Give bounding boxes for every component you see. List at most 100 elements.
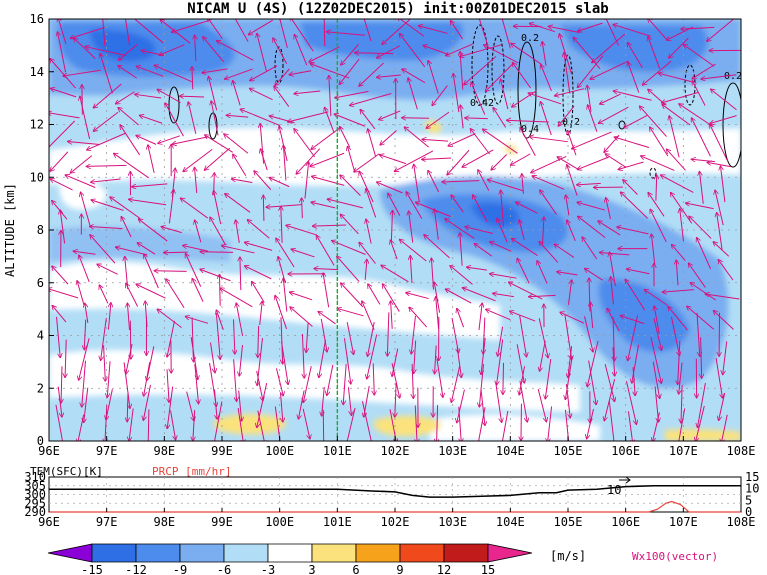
main-x-tick-label-6: 102E <box>381 444 410 458</box>
wind-vector-296 <box>381 265 409 283</box>
wind-vector-479 <box>598 106 629 123</box>
surf-x-tick-label-2: 98E <box>153 515 175 529</box>
wind-vector-446 <box>567 220 576 242</box>
wind-vector-244 <box>327 364 334 396</box>
wind-vector-125 <box>185 253 202 287</box>
wind-vector-56 <box>105 404 107 441</box>
wind-vector-274 <box>366 189 377 218</box>
wind-vector-170 <box>237 407 243 441</box>
wind-vector-420 <box>541 64 552 92</box>
main-x-tick-label-5: 101E <box>323 444 352 458</box>
wind-vector-141 <box>214 191 222 225</box>
wind-vector-370 <box>465 227 493 235</box>
wind-vector-329 <box>422 158 452 159</box>
wind-vector-463 <box>577 183 601 184</box>
wind-vector-144 <box>200 269 231 282</box>
wind-vector-537 <box>669 116 680 158</box>
wind-vector-270 <box>360 109 376 130</box>
wind-vector-239 <box>314 269 339 270</box>
wind-vector-11 <box>52 266 69 285</box>
wind-vector-333 <box>424 235 450 259</box>
wind-vector-403 <box>506 120 549 122</box>
wind-vector-217 <box>302 198 303 219</box>
wind-vector-118 <box>188 102 197 134</box>
wind-vector-290 <box>380 130 397 146</box>
wind-vector-357 <box>456 346 461 378</box>
wind-vector-414 <box>516 344 524 383</box>
wind-vector-387 <box>487 180 524 192</box>
wind-vector-552 <box>683 44 715 67</box>
wind-vector-115 <box>195 35 196 62</box>
wind-vector-514 <box>648 36 661 70</box>
colorbar-swatch-1 <box>91 543 137 563</box>
wind-vector-570 <box>707 19 734 42</box>
wind-vector-478 <box>600 93 621 104</box>
wind-vector-251 <box>334 114 366 127</box>
wind-vector-304 <box>397 19 425 37</box>
wind-vector-195 <box>279 126 288 162</box>
wind-vector-74 <box>127 392 128 422</box>
wind-vector-122 <box>180 198 209 219</box>
wind-vector-162 <box>222 246 255 254</box>
wind-vector-119 <box>172 136 209 145</box>
wind-vector-284 <box>361 401 372 441</box>
wind-vector-585 <box>723 341 728 374</box>
wind-vector-165 <box>236 303 244 337</box>
surf-right-tick-label-2: 5 <box>745 493 752 507</box>
wind-vector-445 <box>566 195 570 216</box>
wind-vector-13 <box>52 305 67 323</box>
wind-vector-390 <box>490 242 512 252</box>
wind-vector-358 <box>451 366 461 402</box>
wind-vector-494 <box>613 24 651 37</box>
wind-vector-228 <box>323 19 326 47</box>
wind-vector-35 <box>82 360 86 407</box>
wind-vector-398 <box>501 410 509 441</box>
wind-vector-232 <box>324 107 335 133</box>
wind-vector-43 <box>87 132 126 150</box>
wind-vector-396 <box>503 362 504 395</box>
wind-vector-386 <box>491 154 508 170</box>
wind-vector-238 <box>316 235 335 266</box>
wind-vector-146 <box>216 310 224 330</box>
wind-vector-551 <box>681 27 715 29</box>
wind-vector-158 <box>233 154 247 177</box>
wind-vector-36 <box>84 387 89 423</box>
wind-vector-430 <box>529 295 556 296</box>
wind-vector-206 <box>275 368 283 395</box>
wind-vector-522 <box>650 209 667 243</box>
wind-vector-301 <box>391 363 400 398</box>
wind-vector-546 <box>670 316 679 356</box>
wind-vector-272 <box>354 153 380 172</box>
wind-vector-475 <box>604 19 619 46</box>
wind-vector-385 <box>482 129 518 154</box>
wind-vector-191 <box>273 38 288 64</box>
wind-vector-490 <box>613 347 615 376</box>
wind-vector-204 <box>281 317 283 364</box>
wind-vector-588 <box>721 414 728 441</box>
wind-vector-320 <box>412 363 413 399</box>
contour-2 <box>208 112 218 140</box>
wind-vector-33 <box>84 319 85 350</box>
wind-vector-428 <box>539 241 559 263</box>
wind-vector-58 <box>118 44 138 61</box>
wind-vector-306 <box>402 69 426 84</box>
wind-vector-332 <box>434 209 439 240</box>
wind-vector-437 <box>548 26 580 34</box>
contour-label-2: 0.4 <box>470 98 488 109</box>
surf-x-tick-label-6: 102E <box>381 515 410 529</box>
wind-vector-558 <box>699 171 704 204</box>
wind-vector-481 <box>605 154 626 168</box>
main-y-tick-label-7: 14 <box>30 65 44 79</box>
wind-vector-79 <box>135 94 162 99</box>
wind-vector-21 <box>63 69 101 76</box>
wind-vector-433 <box>540 340 546 372</box>
wind-vector-37 <box>78 414 85 441</box>
wind-vector-54 <box>107 361 111 397</box>
surf-right-tick-label-3: 0 <box>745 505 752 519</box>
wind-vector-318 <box>411 315 416 354</box>
wind-vector-47 <box>90 226 123 228</box>
wind-vector-143 <box>200 252 234 253</box>
wind-vector-242 <box>320 318 327 352</box>
wind-vector-401 <box>512 62 531 89</box>
wind-vector-84 <box>129 199 167 206</box>
